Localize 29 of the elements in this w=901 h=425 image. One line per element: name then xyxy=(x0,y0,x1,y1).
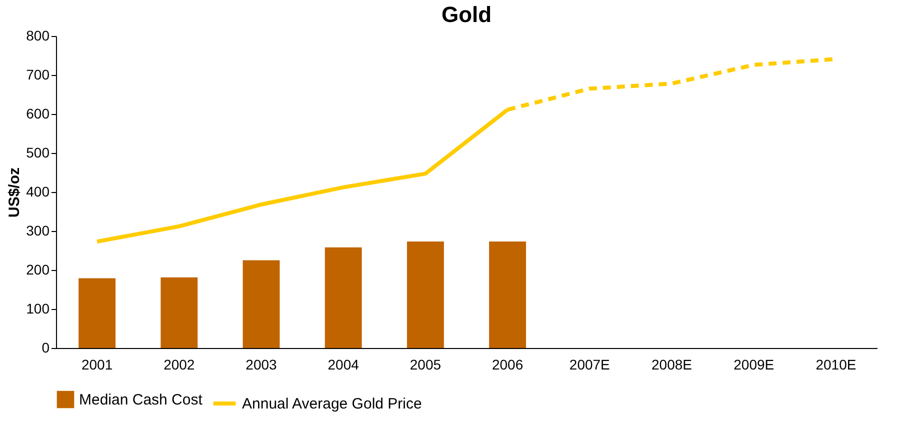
x-tick-label: 2002 xyxy=(164,356,195,372)
x-tick-label: 2008E xyxy=(652,356,692,372)
y-tick-label: 300 xyxy=(26,222,50,238)
x-tick-label: 2001 xyxy=(81,356,113,372)
x-tick-label: 2004 xyxy=(328,356,360,372)
y-tick-label: 700 xyxy=(26,66,50,82)
legend-label: Median Cash Cost xyxy=(79,392,204,408)
x-tick-label: 2005 xyxy=(410,356,442,372)
y-tick-label: 100 xyxy=(26,300,50,316)
bar xyxy=(160,277,198,348)
y-axis-title: US$/oz xyxy=(6,167,24,218)
y-tick-label: 0 xyxy=(42,340,50,356)
x-tick-label: 2009E xyxy=(734,356,774,372)
x-tick-label: 2006 xyxy=(492,356,524,372)
y-tick-label: 500 xyxy=(26,144,50,160)
bar xyxy=(78,278,116,348)
y-tick-label: 800 xyxy=(26,28,50,44)
bar xyxy=(324,247,362,348)
bar xyxy=(489,242,526,348)
x-tick-label: 2007E xyxy=(569,356,610,372)
legend-label: Annual Average Gold Price xyxy=(242,396,422,412)
y-tick-label: 600 xyxy=(26,106,50,122)
bar xyxy=(406,242,444,348)
x-tick-label: 2003 xyxy=(246,356,278,372)
x-tick-label: 2010E xyxy=(816,356,856,372)
chart-title: Gold xyxy=(441,2,492,27)
y-tick-label: 200 xyxy=(26,262,50,278)
y-tick-label: 400 xyxy=(26,184,50,200)
bar xyxy=(242,260,280,348)
